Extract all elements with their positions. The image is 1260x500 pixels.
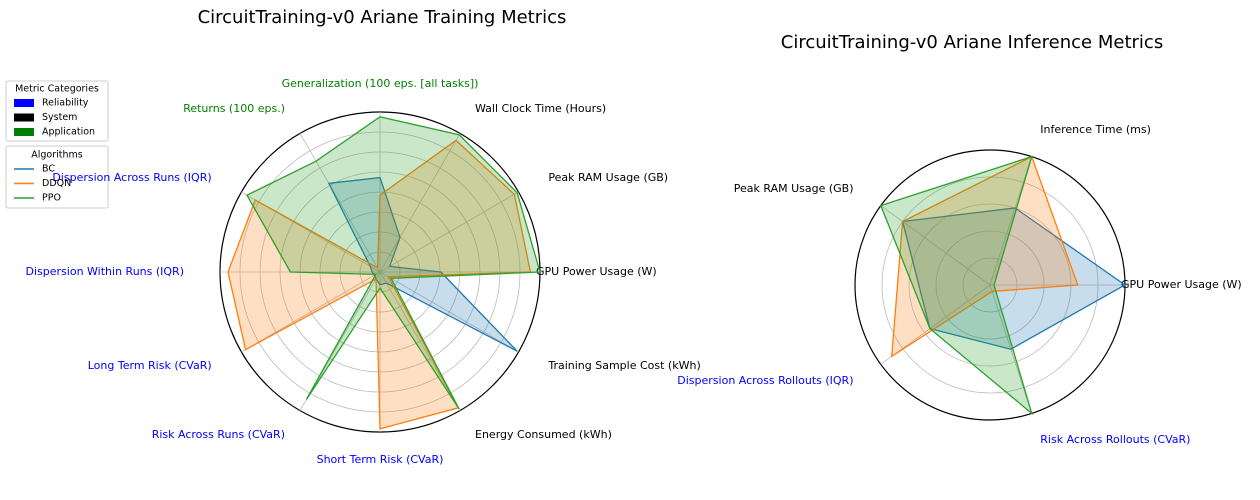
radar-area <box>327 176 518 352</box>
legend-label: PPO <box>42 193 61 204</box>
axis-label: Dispersion Across Rollouts (IQR) <box>677 374 853 387</box>
axis-label: Training Sample Cost (kWh) <box>547 359 700 372</box>
spoke <box>880 205 991 286</box>
axis-label: Risk Across Rollouts (CVaR) <box>1040 433 1190 446</box>
legend-label: Application <box>42 127 95 138</box>
spoke <box>299 133 381 273</box>
spoke <box>379 133 461 273</box>
axis-label: Short Term Risk (CVaR) <box>317 453 444 466</box>
radar-area <box>879 155 1033 416</box>
axis-label: Returns (100 eps.) <box>183 102 285 115</box>
legend-label: Reliability <box>42 98 89 109</box>
axis-label: Inference Time (ms) <box>1040 123 1151 136</box>
legend-swatch <box>14 99 34 107</box>
legend-box <box>5 145 109 209</box>
axis-label: Peak RAM Usage (GB) <box>548 171 668 184</box>
axis-label: GPU Power Usage (W) <box>536 265 657 278</box>
legend-label: System <box>42 112 77 123</box>
legend-swatch <box>14 113 34 122</box>
legend-label: DDQN <box>42 178 71 189</box>
radar-area <box>246 116 541 410</box>
axis-label: GPU Power Usage (W) <box>1121 278 1242 291</box>
legend-label: BC <box>42 164 55 175</box>
axis-label: Generalization (100 eps. [all tasks]) <box>282 77 479 90</box>
axis-label: Long Term Risk (CVaR) <box>88 359 212 372</box>
radar-area <box>890 155 1079 358</box>
legend-box <box>5 80 109 142</box>
legend-title: Metric Categories <box>15 84 99 95</box>
spoke <box>379 271 461 411</box>
spoke <box>379 271 519 353</box>
legend-title: Algorithms <box>31 150 83 161</box>
spoke <box>379 191 519 273</box>
axis-label: Dispersion Within Runs (IQR) <box>26 265 184 278</box>
axis-label: Wall Clock Time (Hours) <box>475 102 606 115</box>
axis-label: Energy Consumed (kWh) <box>475 428 612 441</box>
chart-title: CircuitTraining-v0 Ariane Training Metri… <box>198 7 567 28</box>
legend-swatch <box>14 128 34 136</box>
chart-title: CircuitTraining-v0 Ariane Inference Metr… <box>781 32 1163 53</box>
axis-label: Peak RAM Usage (GB) <box>734 182 854 195</box>
axis-label: Dispersion Across Runs (IQR) <box>52 171 211 184</box>
axis-label: Risk Across Runs (CVaR) <box>152 428 285 441</box>
